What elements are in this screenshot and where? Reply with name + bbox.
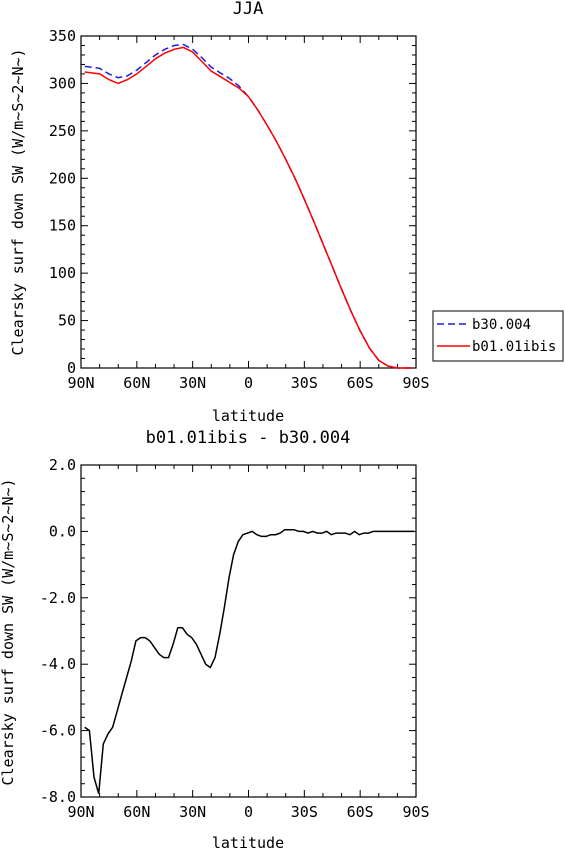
y-tick-label: 300 [49,74,76,92]
legend-box [432,310,564,362]
x-tick-label: 90N [67,803,94,821]
y-tick-label: 150 [49,217,76,235]
x-tick-label: 0 [244,374,253,392]
bottom-panel: b01.01ibis - b30.004 90N 60N 30N 0 30S 60S 90S… [0,428,430,851]
series-lines-diff [84,528,415,794]
axis-ticks: 90N 60N 30N 0 30S 60S 90S 0 50 100 150 200 250 300 350 [49,27,430,392]
x-axis-label: latitude [212,407,284,425]
plot-frame [80,35,417,369]
x-tick-label: 60N [123,803,150,821]
y-tick-label: -2.0 [40,589,76,607]
y-axis-label-diff: Clearsky surf down SW (W/m~S~2~N~) [0,478,17,785]
y-tick-label: 250 [49,122,76,140]
x-tick-label: 90N [67,374,94,392]
legend-label-b30: b30.004 [472,317,531,333]
chart-title-diff: b01.01ibis - b30.004 [146,428,351,448]
y-tick-label: 0.0 [49,522,76,540]
x-tick-label: 30N [179,374,206,392]
y-tick-label: -8.0 [40,788,76,806]
legend-label-b01: b01.01ibis [472,339,556,355]
y-tick-label: 50 [58,312,76,330]
x-tick-label: 30S [291,374,318,392]
y-tick-label: 350 [49,27,76,45]
x-tick-label: 60N [123,374,150,392]
y-tick-label: 0 [67,359,76,377]
x-tick-label: 30N [179,803,206,821]
y-tick-label: 100 [49,264,76,282]
series-line-b30-004 [84,43,413,369]
x-tick-label: 0 [244,803,253,821]
x-tick-label: 30S [291,803,318,821]
axis-ticks-diff: 90N 60N 30N 0 30S 60S 90S -8.0 -6.0 -4.0 -2.0 0.0 2.… [40,456,430,821]
series-line-diff-0 [84,528,415,794]
y-tick-label: -6.0 [40,722,76,740]
series-line-b01-01ibis [84,46,413,369]
y-axis-label: Clearsky surf down SW (W/m~S~2~N~) [9,48,27,355]
x-tick-label: 60S [347,803,374,821]
plot-frame-diff [80,464,417,798]
series-lines [84,43,413,369]
y-tick-label: 200 [49,169,76,187]
chart-title: JJA [233,0,264,19]
x-axis-label-diff: latitude [212,834,284,851]
x-tick-label: 60S [347,374,374,392]
top-panel: JJA 90N 60N 30N 0 30S 60S 90S 0 50 100 150 200 250 30… [9,0,430,425]
legend: b30.004 b01.01ibis [432,310,564,362]
x-tick-label: 90S [402,374,429,392]
y-tick-label: 2.0 [49,456,76,474]
y-tick-label: -4.0 [40,655,76,673]
x-tick-label: 90S [402,803,429,821]
